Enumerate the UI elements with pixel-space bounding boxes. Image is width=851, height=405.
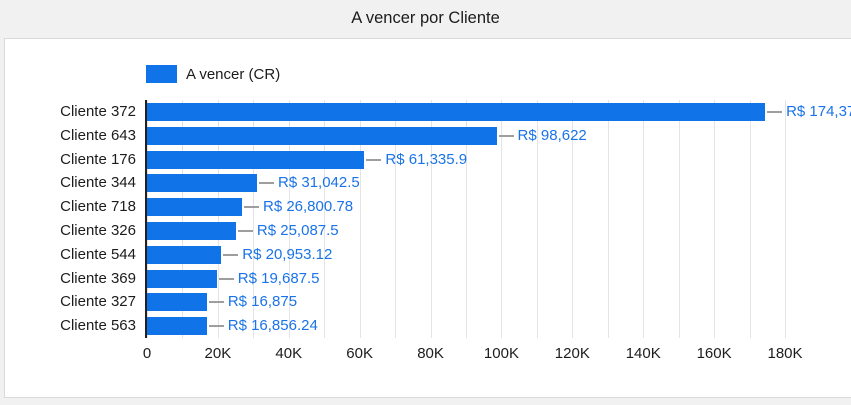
category-label: Cliente 544 bbox=[60, 245, 136, 263]
category-label: Cliente 344 bbox=[60, 174, 136, 192]
x-tick-label: 60K bbox=[346, 345, 374, 362]
x-tick-label: 120K bbox=[554, 345, 590, 362]
gridline bbox=[607, 100, 609, 338]
bar[interactable] bbox=[147, 150, 365, 169]
category-label: Cliente 372 bbox=[60, 103, 136, 120]
value-leader-line bbox=[218, 277, 234, 280]
x-tick-label: 100K bbox=[483, 345, 519, 362]
category-axis: Cliente 372 Cliente 643 Cliente 176 Cliente… bbox=[5, 100, 136, 338]
value-label: R$ 31,042.5 bbox=[278, 174, 360, 192]
value-label: R$ 16,875 bbox=[227, 293, 298, 311]
category-label: Cliente 563 bbox=[60, 317, 136, 335]
x-tick-label: 20K bbox=[204, 345, 232, 362]
gridline bbox=[785, 100, 786, 338]
gridline bbox=[536, 100, 538, 338]
category-label: Cliente 326 bbox=[60, 222, 136, 239]
gridline bbox=[749, 100, 751, 338]
x-tick-label: 80K bbox=[417, 345, 444, 362]
bar[interactable] bbox=[147, 269, 217, 288]
category-label: Cliente 643 bbox=[60, 126, 136, 144]
y-axis-line bbox=[145, 100, 147, 338]
gridline bbox=[217, 100, 219, 338]
gridline bbox=[182, 100, 184, 338]
gridline bbox=[572, 100, 574, 338]
value-label: R$ 19,687.5 bbox=[237, 269, 320, 287]
value-label: R$ 174,37 bbox=[786, 103, 851, 120]
gridline bbox=[678, 100, 680, 338]
value-label: R$ 20,953.12 bbox=[242, 245, 333, 263]
gridline bbox=[288, 100, 290, 338]
gridline bbox=[253, 100, 255, 338]
bar[interactable] bbox=[147, 174, 258, 193]
x-tick-label: 40K bbox=[275, 345, 303, 362]
value-leader-line bbox=[259, 182, 275, 185]
category-label: Cliente 369 bbox=[60, 269, 136, 287]
legend[interactable]: A vencer (CR) bbox=[146, 65, 280, 83]
bar[interactable] bbox=[147, 198, 242, 217]
gridline bbox=[395, 100, 397, 338]
gridline bbox=[501, 100, 503, 338]
value-leader-line bbox=[237, 229, 253, 232]
value-leader-line bbox=[243, 206, 259, 209]
category-label: Cliente 327 bbox=[60, 293, 136, 311]
bar[interactable] bbox=[147, 126, 497, 145]
bar[interactable] bbox=[147, 102, 766, 121]
gridline bbox=[643, 100, 645, 338]
value-label: R$ 98,622 bbox=[517, 126, 587, 144]
x-tick-label: 140K bbox=[625, 345, 661, 362]
chart-card: A vencer (CR) Cliente 372 Cliente 643 Clie… bbox=[4, 38, 851, 398]
category-label: Cliente 718 bbox=[60, 198, 136, 216]
x-tick-label: 0 bbox=[142, 345, 152, 362]
gridline bbox=[147, 100, 148, 338]
value-label: R$ 61,335.9 bbox=[385, 150, 468, 168]
value-leader-line bbox=[366, 158, 382, 161]
legend-swatch bbox=[146, 65, 177, 83]
x-tick-label: 180K bbox=[767, 345, 803, 362]
bar[interactable] bbox=[147, 221, 236, 240]
value-label: R$ 25,087.5 bbox=[256, 222, 339, 239]
gridline bbox=[466, 100, 467, 338]
category-label: Cliente 176 bbox=[60, 150, 136, 168]
gridline bbox=[430, 100, 432, 338]
value-leader-line bbox=[767, 110, 783, 113]
value-leader-line bbox=[208, 325, 224, 328]
page-title: A vencer por Cliente bbox=[351, 9, 500, 27]
gridline bbox=[714, 100, 716, 338]
gridline bbox=[359, 100, 361, 338]
bar[interactable] bbox=[147, 245, 222, 264]
gridline bbox=[324, 100, 326, 338]
legend-label: A vencer (CR) bbox=[186, 65, 281, 83]
x-tick-label: 160K bbox=[696, 345, 732, 362]
bar[interactable] bbox=[147, 293, 207, 312]
value-leader-line bbox=[498, 134, 514, 137]
plot-area: R$ 174,37 R$ 98,622 R$ 61,335.9 R$ 31,042.5… bbox=[145, 100, 851, 338]
value-label: R$ 16,856.24 bbox=[227, 317, 318, 335]
value-label: R$ 26,800.78 bbox=[262, 198, 354, 216]
value-leader-line bbox=[223, 253, 239, 256]
bar[interactable] bbox=[147, 317, 207, 336]
x-axis: 0 20K 40K 60K 80K 100K 120K 140K 160K 180K bbox=[143, 345, 851, 365]
value-leader-line bbox=[208, 301, 224, 304]
